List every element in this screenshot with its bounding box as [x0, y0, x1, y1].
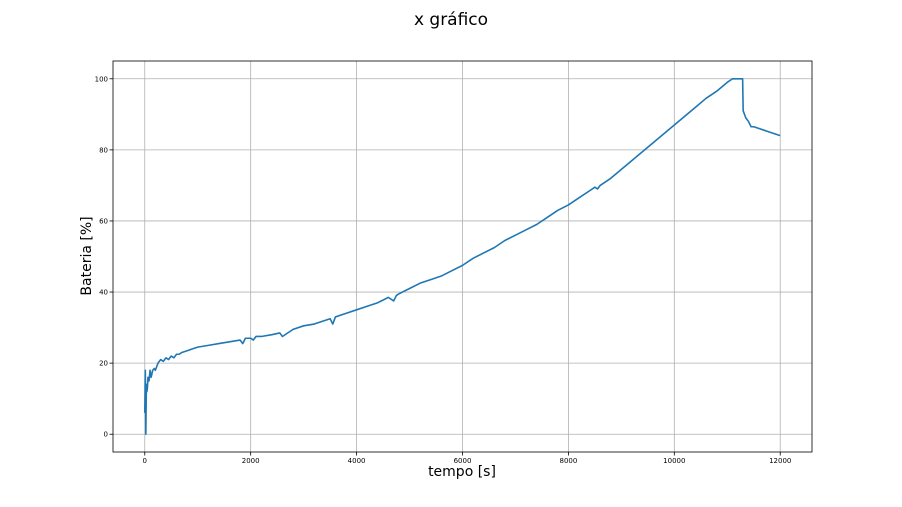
x-tick-label: 6000 [454, 457, 472, 465]
x-tick-label: 0 [143, 457, 147, 465]
x-tick-label: 8000 [559, 457, 577, 465]
y-tick-label: 0 [104, 431, 108, 439]
y-tick-label: 100 [95, 75, 108, 83]
chart-title: x gráfico [414, 10, 488, 30]
x-tick-label: 4000 [348, 457, 366, 465]
x-tick-label: 12000 [769, 457, 791, 465]
ticks: 0 2000 4000 6000 8000 10000 12000 0 20 40 60 80 100 [95, 75, 792, 465]
grid [113, 61, 812, 452]
x-tick-label: 2000 [242, 457, 260, 465]
y-tick-label: 40 [99, 289, 108, 297]
x-axis-label: tempo [s] [428, 464, 496, 480]
y-tick-label: 60 [99, 217, 108, 225]
series-layer [143, 77, 781, 436]
y-tick-label: 80 [99, 146, 108, 154]
y-tick-label: 20 [99, 360, 108, 368]
series-line [143, 77, 781, 436]
y-axis-label: Bateria [%] [79, 216, 95, 295]
x-tick-label: 10000 [663, 457, 685, 465]
